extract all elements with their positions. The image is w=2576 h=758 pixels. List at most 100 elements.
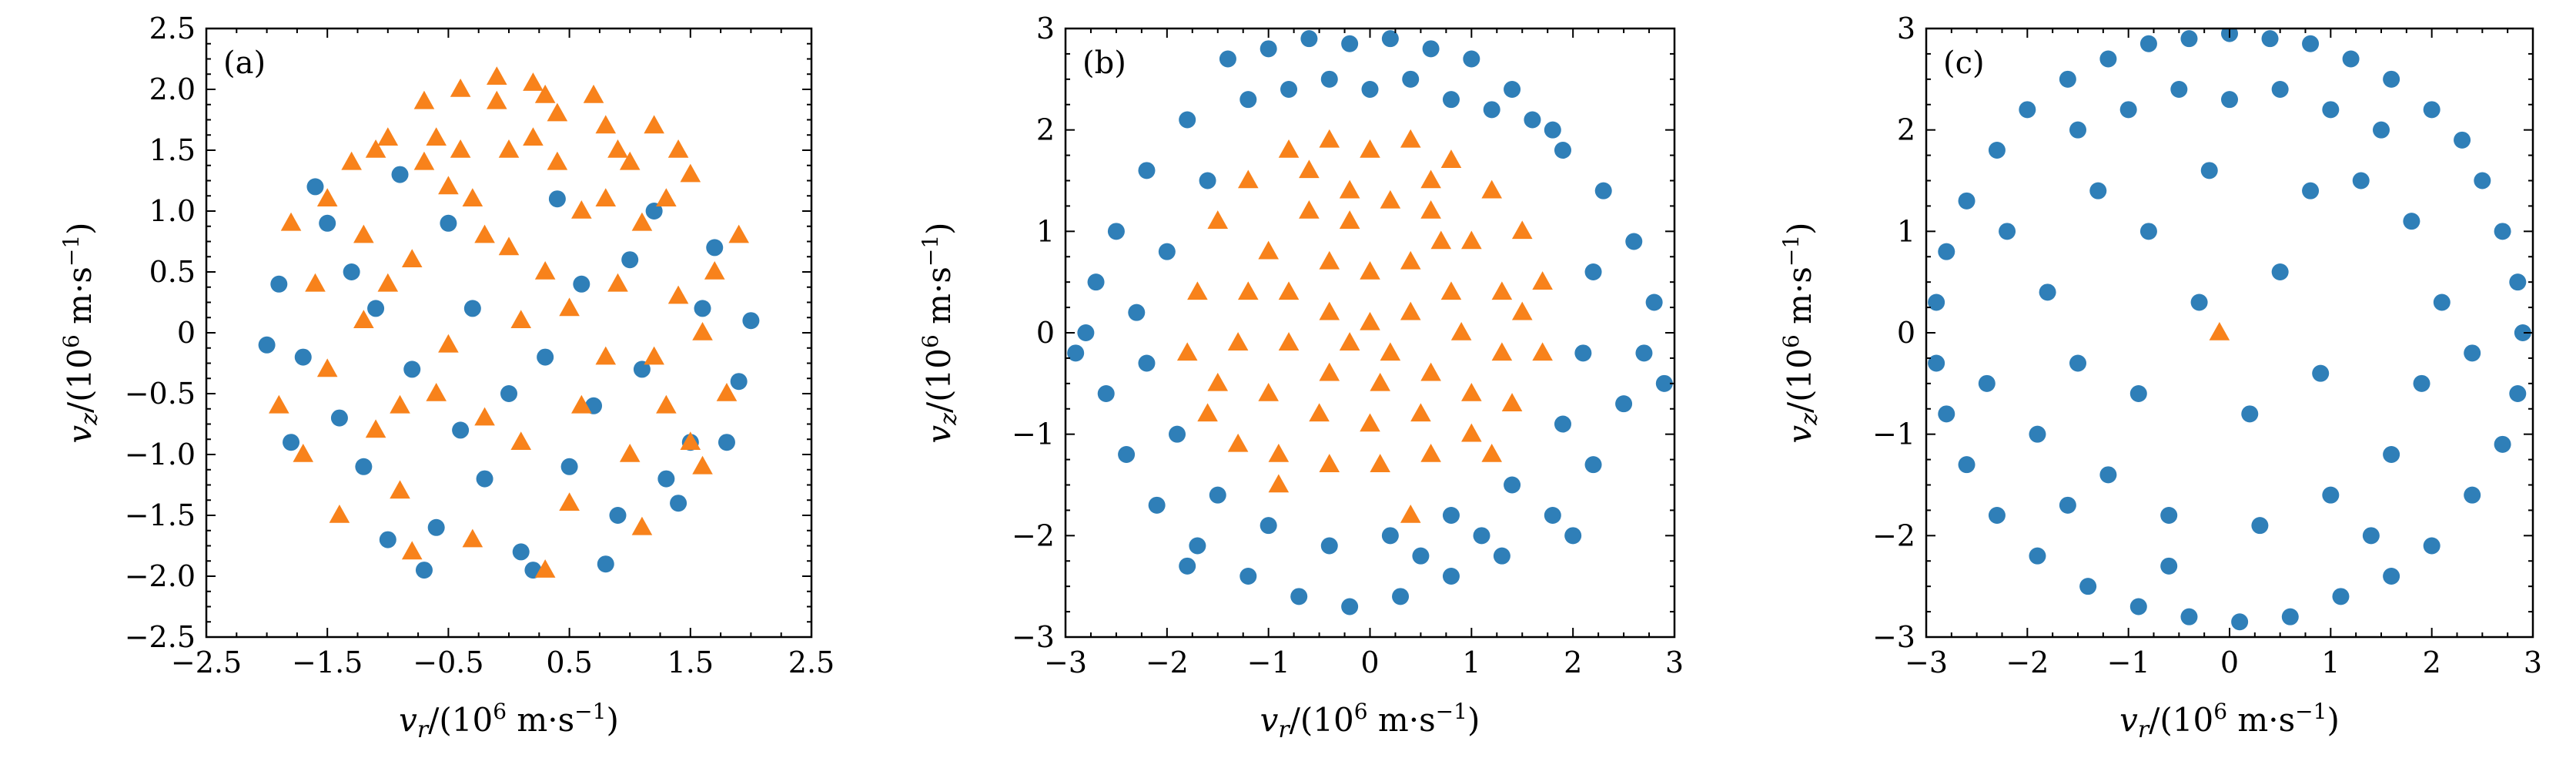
data-point-triangle [595,115,617,134]
y-tick-label: 3 [1036,12,1055,45]
data-point-circle [694,300,711,317]
data-point-circle [1442,91,1460,109]
data-point-circle [2383,70,2400,88]
data-point-circle [2474,172,2491,190]
data-point-circle [2281,608,2299,626]
data-point-triangle [1410,403,1431,422]
data-point-circle [2069,354,2086,372]
data-point-circle [258,336,276,354]
data-point-triangle [1360,311,1380,330]
y-tick-label: 2.0 [149,72,196,106]
y-tick-label: −0.5 [125,377,196,411]
data-point-triangle [619,151,641,170]
data-point-circle [609,507,627,524]
data-point-circle [1118,446,1136,463]
data-point-circle [621,251,639,269]
data-point-circle [633,361,651,378]
data-point-triangle [1400,129,1421,148]
data-point-circle [1493,547,1510,565]
data-point-triangle [1278,332,1300,350]
data-point-circle [1504,81,1521,98]
data-point-circle [1300,30,1318,48]
data-point-circle [2019,101,2036,119]
data-point-circle [2099,50,2117,68]
data-point-triangle [1360,413,1380,432]
data-point-circle [2029,547,2046,565]
y-tick-label: −1 [1012,418,1055,451]
data-point-triangle [365,419,386,438]
data-point-triangle [716,383,738,401]
data-point-triangle [667,139,689,158]
data-point-circle [500,385,517,402]
data-point-triangle [438,334,459,353]
data-point-triangle [401,541,423,560]
data-point-circle [1584,456,1602,474]
data-point-triangle [1309,403,1330,422]
data-point-circle [1988,507,2006,524]
data-point-circle [1179,111,1196,129]
x-tick-label: −2 [1146,646,1189,679]
data-point-triangle [631,516,653,535]
data-point-circle [1442,568,1460,585]
data-point-circle [2271,81,2289,98]
data-point-triangle [498,139,520,158]
data-point-triangle [559,297,580,317]
data-point-triangle [1370,454,1390,472]
x-tick-label: 1 [1462,646,1480,679]
y-tick-label: −2.5 [125,620,196,654]
data-point-circle [2362,527,2380,545]
data-point-circle [1158,243,1176,260]
x-tick-label: 1.5 [667,646,714,679]
data-point-triangle [329,505,350,523]
data-point-circle [1260,517,1277,535]
data-point-circle [1564,527,1582,545]
y-tick-label: 0 [177,316,196,350]
data-point-triangle [692,322,713,340]
data-point-triangle [1176,342,1198,361]
data-point-triangle [450,139,471,158]
y-tick-label: 0.5 [149,255,196,289]
data-point-circle [1554,415,1571,433]
y-tick-label: −2 [1872,518,1915,552]
data-point-circle [367,300,385,317]
data-point-circle [2403,213,2420,230]
data-point-triangle [486,90,507,109]
data-point-triangle [607,273,628,292]
data-point-circle [1077,324,1095,341]
data-point-circle [1097,385,1115,402]
data-point-circle [319,214,336,232]
data-point-triangle [377,273,399,292]
data-point-circle [1209,486,1226,504]
data-point-circle [463,300,481,317]
data-point-triangle [474,407,495,426]
data-point-circle [2423,537,2441,555]
y-tick-label: 1 [1897,214,1915,248]
x-tick-label: −3 [1905,646,1948,679]
data-point-triangle [571,394,592,414]
data-point-circle [1138,162,1156,179]
data-point-triangle [1258,240,1279,260]
data-point-triangle [1238,281,1259,300]
data-point-circle [330,409,348,427]
data-point-circle [1067,344,1085,362]
data-point-circle [2509,273,2527,291]
data-point-triangle [1268,444,1290,462]
data-point-triangle [1339,179,1360,199]
data-point-triangle [462,188,483,206]
data-point-triangle [534,84,556,103]
data-point-triangle [523,127,544,146]
x-axis-label: vr/(106 m·s−1) [2119,699,2340,743]
data-point-triangle [547,102,568,122]
data-point-triangle [1278,139,1300,158]
data-point-triangle [341,151,362,170]
data-point-circle [1392,588,1410,605]
data-point-triangle [1511,301,1533,320]
x-tick-label: −2.5 [171,646,242,679]
y-axis-label: vz/(106 m·s−1) [1778,222,1823,443]
data-point-circle [1361,81,1379,98]
plot-frame [1925,27,2534,639]
y-tick-label: −2.0 [125,559,196,593]
data-point-circle [1341,35,1359,52]
data-point-circle [2494,435,2511,453]
data-point-triangle [1227,332,1249,350]
